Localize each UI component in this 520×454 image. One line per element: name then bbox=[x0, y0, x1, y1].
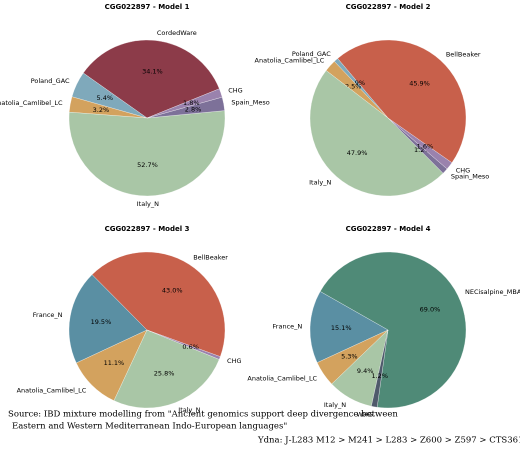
source-line: Source: IBD mixture modelling from "Anci… bbox=[8, 410, 398, 420]
chart-title: CGG022897 - Model 2 bbox=[346, 3, 431, 11]
value-label: 9.4% bbox=[357, 367, 374, 375]
slice-label: BellBeaker bbox=[446, 51, 481, 59]
pie-slice bbox=[146, 88, 223, 119]
slice-label: Spain_Meso bbox=[231, 98, 269, 106]
slice-label: Italy_N bbox=[324, 401, 346, 409]
pie-slice bbox=[337, 39, 467, 163]
value-label: 0.6% bbox=[182, 343, 199, 351]
pie-slice bbox=[387, 117, 453, 170]
slice-label: France_N bbox=[33, 311, 63, 319]
slice-label: NECisalpine_MBA bbox=[465, 288, 520, 296]
value-label: 52.7% bbox=[137, 161, 158, 169]
value-label: 43.0% bbox=[162, 287, 183, 295]
value-label: 69.0% bbox=[420, 305, 441, 313]
value-label: 45.9% bbox=[409, 79, 430, 87]
value-label: 5.3% bbox=[341, 352, 358, 360]
value-label: 1.6% bbox=[417, 143, 434, 151]
value-label: 5.4% bbox=[97, 94, 114, 102]
slice-label: Italy_N bbox=[178, 406, 200, 414]
value-label: 1.2% bbox=[371, 372, 388, 380]
value-label: 2.5% bbox=[345, 83, 362, 91]
source-line: Eastern and Western Mediterranean Indo-E… bbox=[12, 422, 287, 432]
slice-label: Poland_GAC bbox=[292, 50, 331, 58]
chart-title: CGG022897 - Model 3 bbox=[105, 225, 190, 233]
ydna-note: Ydna: J-L283 M12 > M241 > L283 > Z600 > … bbox=[257, 436, 520, 446]
slice-label: WHG bbox=[357, 410, 373, 418]
slice-label: Anatolia_Camlibel_LC bbox=[17, 387, 87, 395]
slice-label: Italy_N bbox=[309, 178, 331, 186]
slice-label: Anatolia_Camlibel_LC bbox=[255, 57, 325, 65]
pie-slice bbox=[68, 274, 148, 364]
value-label: 1.8% bbox=[183, 99, 200, 107]
chart-title: CGG022897 - Model 1 bbox=[105, 3, 190, 11]
pie-slice bbox=[371, 329, 389, 408]
slice-label: France_N bbox=[273, 322, 303, 330]
value-label: 47.9% bbox=[347, 149, 368, 157]
value-label: 34.1% bbox=[142, 68, 163, 76]
slice-label: CHG bbox=[456, 167, 470, 175]
pie-slice bbox=[83, 39, 220, 119]
value-label: 15.1% bbox=[331, 324, 352, 332]
pie-slice bbox=[91, 251, 226, 357]
slice-label: Anatolia_Camlibel_LC bbox=[0, 99, 63, 107]
slice-label: CordedWare bbox=[157, 29, 197, 37]
value-label: 25.8% bbox=[154, 370, 175, 378]
value-label: 2.8% bbox=[185, 105, 202, 113]
value-label: 0.9% bbox=[349, 79, 366, 87]
chart-title: CGG022897 - Model 4 bbox=[346, 225, 431, 233]
value-label: 19.5% bbox=[91, 318, 112, 326]
slice-label: CHG bbox=[228, 86, 242, 94]
pie-slice bbox=[319, 251, 467, 409]
value-label: 3.2% bbox=[93, 106, 110, 114]
pie-slice bbox=[146, 329, 221, 360]
slice-label: Anatolia_Camlibel_LC bbox=[247, 374, 317, 382]
value-label: 1.2% bbox=[414, 146, 431, 154]
slice-label: Spain_Meso bbox=[451, 172, 489, 180]
slice-label: BellBeaker bbox=[193, 254, 228, 262]
pie-slice bbox=[309, 291, 389, 363]
slice-label: Italy_N bbox=[137, 200, 159, 208]
pie-slice bbox=[309, 70, 444, 197]
slice-label: Poland_GAC bbox=[31, 77, 70, 85]
value-label: 11.1% bbox=[104, 359, 125, 367]
slice-label: CHG bbox=[227, 357, 241, 365]
pie-slice bbox=[113, 329, 220, 409]
pie-slice bbox=[68, 110, 226, 197]
